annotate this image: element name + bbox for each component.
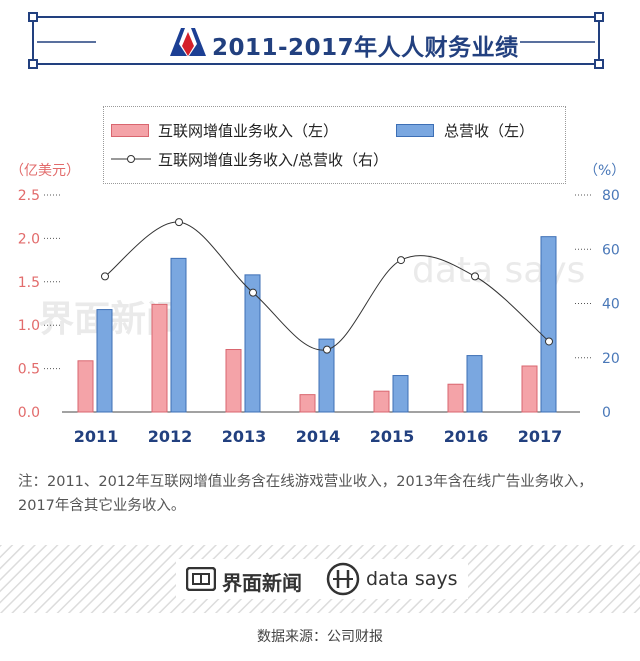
x-tick-label: 2012 xyxy=(148,427,193,446)
right-tick-label: 80 xyxy=(602,188,620,204)
ratio-point xyxy=(545,337,553,346)
chart-title: 2011-2017年人人财务业绩 xyxy=(212,35,519,61)
footer-brand-cn: 界面新闻 xyxy=(222,571,302,595)
x-tick-label: 2017 xyxy=(518,427,563,446)
legend-swatch-value-added xyxy=(111,124,149,137)
ratio-point xyxy=(249,288,257,297)
x-tick-label: 2013 xyxy=(222,427,267,446)
right-tick-label: 40 xyxy=(602,297,620,313)
legend-line-marker-icon xyxy=(111,155,151,163)
left-tick-label: 0.5 xyxy=(18,362,40,378)
jiemian-logo-icon xyxy=(186,567,216,591)
watermark-en: data says xyxy=(412,250,586,291)
footer-band: 界面新闻 data says xyxy=(0,545,640,613)
legend-label-total-revenue: 总营收（左） xyxy=(444,122,535,140)
left-tick-label: 2.5 xyxy=(18,188,40,204)
bar-total-revenue xyxy=(244,274,261,413)
right-axis-unit: （%） xyxy=(584,163,626,179)
bar-value-added xyxy=(447,383,464,413)
x-tick-label: 2016 xyxy=(444,427,489,446)
ratio-point xyxy=(471,272,479,281)
chart-plot: 0.0 0.5 1.0 1.5 2.0 2.5 0 20 40 60 80 2011 2012 2013 2… xyxy=(18,188,620,446)
left-tick-label: 1.0 xyxy=(18,318,40,334)
footer-brand-en: data says xyxy=(366,568,458,590)
right-tick-label: 0 xyxy=(602,405,611,421)
bar-total-revenue xyxy=(170,257,187,413)
footer-hatch xyxy=(0,545,640,613)
bar-value-added xyxy=(151,303,168,413)
left-axis-unit: （亿美元） xyxy=(10,163,80,179)
bar-total-revenue xyxy=(318,338,335,413)
bar-total-revenue xyxy=(540,236,557,413)
legend-label-value-added: 互联网增值业务收入（左） xyxy=(158,122,339,140)
bar-value-added xyxy=(521,365,538,413)
bar-total-revenue xyxy=(96,309,113,413)
bar-total-revenue xyxy=(392,375,409,413)
title-banner: 2011-2017年人人财务业绩 xyxy=(0,0,640,78)
bar-total-revenue xyxy=(466,355,483,413)
title-frame xyxy=(28,12,604,69)
bar-value-added xyxy=(299,394,316,413)
bar-value-added xyxy=(225,349,242,413)
ratio-point xyxy=(101,272,109,281)
datasays-logo-icon xyxy=(326,562,360,596)
bar-value-added xyxy=(77,360,94,413)
legend-swatch-total-revenue xyxy=(396,124,434,137)
data-source: 数据来源：公司财报 xyxy=(257,629,383,645)
x-tick-label: 2015 xyxy=(370,427,415,446)
left-tick-label: 0.0 xyxy=(18,405,40,421)
ratio-point xyxy=(397,256,405,265)
left-tick-label: 1.5 xyxy=(18,275,40,291)
bar-value-added xyxy=(373,390,390,413)
legend: 互联网增值业务收入（左） 总营收（左） 互联网增值业务收入/总营收（右） xyxy=(103,106,566,184)
left-tick-label: 2.0 xyxy=(18,231,40,247)
x-tick-label: 2014 xyxy=(296,427,341,446)
x-tick-label: 2011 xyxy=(74,427,119,446)
chart-note: 注：2011、2012年互联网增值业务含在线游戏营业收入，2013年含在线广告业… xyxy=(18,474,593,514)
ratio-point xyxy=(175,218,183,227)
right-tick-label: 20 xyxy=(602,351,620,367)
ratio-point xyxy=(323,345,331,354)
legend-label-ratio: 互联网增值业务收入/总营收（右） xyxy=(158,151,389,169)
right-tick-label: 60 xyxy=(602,242,620,258)
renren-logo-icon xyxy=(170,28,206,56)
